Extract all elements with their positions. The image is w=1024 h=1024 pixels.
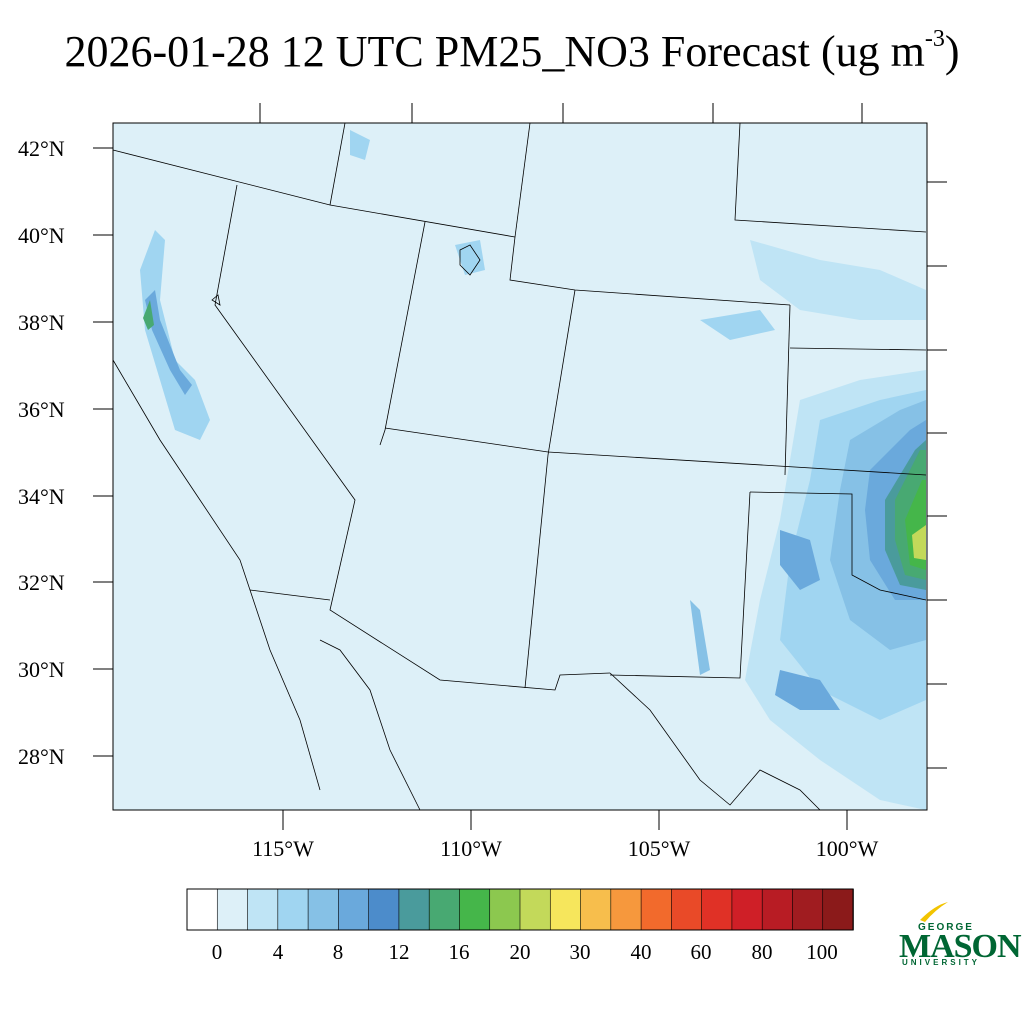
lat-label: 30°N	[18, 657, 65, 682]
colorbar-swatch	[822, 888, 854, 931]
colorbar-swatch	[428, 888, 461, 931]
colorbar-swatch	[792, 888, 824, 931]
axis-ticks	[93, 103, 947, 830]
logo-swoosh	[920, 902, 948, 922]
colorbar-swatch	[186, 888, 219, 931]
colorbar-swatch	[580, 888, 612, 931]
colorbar-swatch	[338, 888, 370, 931]
map-title: 2026-01-28 12 UTC PM25_NO3 Forecast (ug …	[0, 26, 1024, 77]
colorbar	[186, 888, 854, 931]
title-close: )	[944, 27, 960, 76]
lat-label: 36°N	[18, 397, 65, 422]
title-text: 2026-01-28 12 UTC PM25_NO3 Forecast (ug …	[64, 27, 925, 76]
lat-label: 34°N	[18, 484, 65, 509]
colorbar-swatch	[307, 888, 340, 931]
lat-label: 32°N	[18, 570, 65, 595]
lon-label: 100°W	[815, 836, 879, 861]
title-exponent: -3	[924, 26, 945, 53]
colorbar-swatch	[610, 888, 642, 931]
colorbar-label: 0	[211, 940, 223, 964]
logo-george: GEORGE	[918, 922, 974, 933]
concentration-field	[140, 130, 926, 810]
colorbar-swatch	[489, 888, 521, 931]
colorbar-swatch	[247, 888, 279, 931]
map-frame	[112, 122, 928, 811]
colorbar-label: 60	[690, 940, 712, 964]
logo-university: UNIVERSITY	[902, 958, 981, 967]
political-boundaries	[112, 122, 927, 811]
logo-mason: MASON	[899, 928, 1022, 965]
colorbar-swatch	[459, 888, 491, 931]
colorbar-label: 40	[630, 940, 652, 964]
colorbar-swatch	[731, 888, 763, 931]
colorbar-label: 16	[448, 940, 470, 964]
colorbar-swatch	[277, 888, 309, 931]
colorbar-label: 100	[806, 940, 838, 964]
lon-label: 105°W	[627, 836, 691, 861]
colorbar-swatch	[701, 888, 733, 931]
lat-label: 40°N	[18, 223, 65, 248]
lat-label: 38°N	[18, 310, 65, 335]
lon-label: 115°W	[252, 836, 314, 861]
lat-label: 42°N	[18, 136, 65, 161]
colorbar-swatch	[368, 888, 400, 931]
colorbar-swatch	[549, 888, 582, 931]
colorbar-swatch	[761, 888, 794, 931]
colorbar-label: 4	[272, 940, 284, 964]
colorbar-swatch	[216, 888, 249, 931]
colorbar-frame	[186, 888, 854, 931]
lat-label: 28°N	[18, 744, 65, 769]
colorbar-label: 8	[332, 940, 344, 964]
colorbar-swatch	[398, 888, 430, 931]
colorbar-label: 30	[569, 940, 591, 964]
colorbar-label: 80	[751, 940, 773, 964]
colorbar-label: 20	[509, 940, 531, 964]
colorbar-swatch	[640, 888, 673, 931]
colorbar-swatch	[671, 888, 703, 931]
lon-label: 110°W	[440, 836, 502, 861]
colorbar-swatch	[519, 888, 552, 931]
colorbar-label: 12	[388, 940, 410, 964]
